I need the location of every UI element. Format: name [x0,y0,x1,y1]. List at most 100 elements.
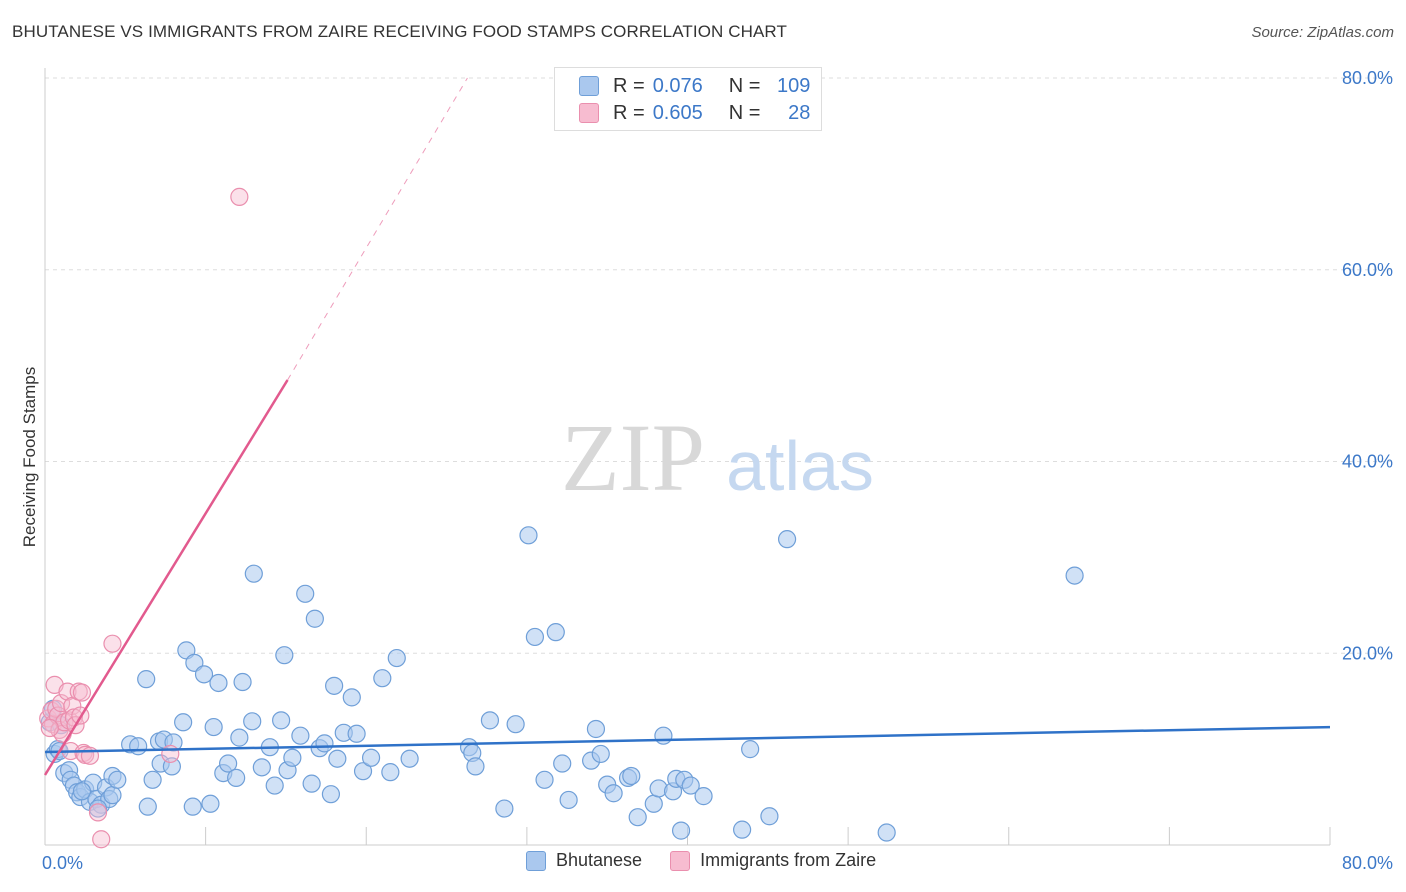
bhutanese-point [296,584,315,603]
bhutanese-point [777,530,797,549]
zaire-point [103,634,122,653]
bhutanese-points [40,526,1084,842]
bhutanese-point [103,786,122,805]
bhutanese-point [381,763,400,782]
bhutanese-point [219,754,238,773]
bhutanese-point [546,623,565,642]
legend-swatch-blue [579,76,599,96]
x-tick-label: 0.0% [42,853,83,873]
bhutanese-point [644,794,663,813]
bhutanese-point [194,665,214,684]
n-value: 28 [788,101,811,124]
bhutanese-point [342,688,361,707]
bhutanese-point [137,670,156,689]
bhutanese-point [108,770,127,789]
n-label: N = [728,74,761,97]
bhutanese-point [209,673,228,693]
grid-layer [45,77,1392,654]
bhutanese-point [506,715,525,734]
bhutanese-point [741,740,760,759]
bhutanese-point [622,766,641,786]
zaire-point [92,830,111,849]
bhutanese-trend-line [44,725,1331,754]
bhutanese-point [143,770,162,789]
bhutanese-point [877,823,896,842]
n-label: N = [728,101,761,124]
bhutanese-point [227,768,246,787]
bhutanese-point [1065,566,1084,585]
zaire-points [39,187,249,849]
watermark-atlas: atlas [726,427,874,505]
r-value: 0.076 [652,74,703,97]
series-legend: Bhutanese Immigrants from Zaire [526,850,904,871]
zaire-point [230,187,249,206]
zaire-trend-extension [287,77,468,381]
bhutanese-point [88,799,108,818]
bhutanese-point [591,744,610,764]
legend-label: Bhutanese [556,850,643,870]
bhutanese-point [347,724,366,743]
bhutanese-point [265,776,284,795]
bhutanese-point [272,711,291,730]
zaire-trend-line [43,379,289,776]
bhutanese-point [671,821,691,840]
zaire-point [72,683,92,702]
bhutanese-point [353,762,373,781]
zaire-point [40,718,59,738]
bhutanese-point [373,669,392,688]
bhutanese-point [559,790,578,810]
bhutanese-point [129,737,148,756]
bhutanese-point [604,784,623,803]
bhutanese-point [138,797,157,816]
bhutanese-point [586,719,606,739]
bhutanese-point [243,712,262,731]
bhutanese-point [480,711,500,730]
r-label: R = [613,101,645,124]
legend-swatch-pink [579,103,599,123]
bhutanese-point [525,627,545,647]
bhutanese-point [201,794,220,813]
bhutanese-point [204,717,223,737]
legend-label: Immigrants from Zaire [700,850,877,870]
bhutanese-point [302,774,321,793]
bhutanese-point [244,564,263,583]
bhutanese-point [275,646,294,665]
bhutanese-point [733,820,752,839]
bhutanese-point [315,734,334,753]
bhutanese-point [252,758,271,777]
correlation-legend: R = 0.076 N = 109 R = 0.605 N = 28 [554,67,822,131]
bhutanese-point [230,728,249,747]
bhutanese-point [466,757,485,776]
bhutanese-point [681,776,700,795]
legend-row-zaire: R = 0.605 N = 28 [579,101,810,125]
legend-row-bhutanese: R = 0.076 N = 109 [579,74,810,98]
source-label: Source: ZipAtlas.com [1251,24,1394,41]
bhutanese-point [495,799,514,818]
bhutanese-point [174,713,193,732]
legend-swatch-blue [526,850,546,871]
bhutanese-point [183,797,202,816]
zaire-point [88,803,108,822]
chart-title: BHUTANESE VS IMMIGRANTS FROM ZAIRE RECEI… [12,22,787,41]
bhutanese-point [628,808,647,827]
n-value: 109 [777,74,811,97]
legend-item-zaire: Immigrants from Zaire [670,850,876,871]
trend-layer [43,77,1331,776]
bhutanese-point [400,749,419,768]
legend-item-bhutanese: Bhutanese [526,850,642,871]
bhutanese-point [321,785,341,804]
bhutanese-point [694,787,713,806]
bhutanese-point [291,726,310,745]
r-label: R = [613,74,645,97]
bhutanese-point [535,770,554,789]
legend-swatch-pink [670,850,691,871]
bhutanese-point [328,749,347,768]
bhutanese-point [283,748,302,767]
zaire-point [161,744,180,764]
bhutanese-point [387,648,406,668]
zaire-point [51,694,71,713]
bhutanese-point [305,609,324,628]
bhutanese-point [325,676,344,695]
bhutanese-point [164,733,183,752]
